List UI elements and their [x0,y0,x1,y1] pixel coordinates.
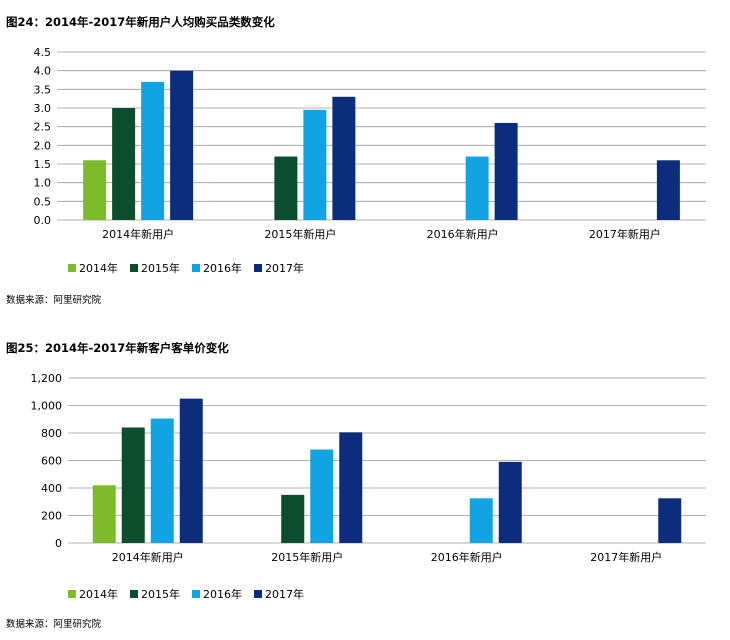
x-tick-label: 2014年新用户 [112,550,184,564]
data-source: 数据来源：阿里研究院 [6,295,102,306]
legend-swatch [192,590,200,598]
y-tick-label: 1.5 [34,158,52,171]
figure-25: 图25：2014年-2017年新客户客单价变化 0 200 400 600 800 1,0… [0,328,730,640]
bar-chart-order-value: 0 200 400 600 800 1,000 1,200 2014年新用户 2015年新用户 2… [31,372,706,564]
bar-2016年 [141,81,165,220]
y-tick-label: 400 [41,482,62,495]
y-tick-label: 4.5 [34,46,52,59]
y-tick-label: 1,000 [31,400,63,413]
y-tick-label: 0.5 [34,195,52,208]
bar-2017年 [656,160,680,220]
x-tick-label: 2015年新用户 [271,550,343,564]
bar-2016年 [465,156,489,220]
legend-swatch [130,264,138,272]
bar-2016年 [310,449,334,543]
legend-item: 2015年 [130,260,180,276]
y-tick-label: 1.0 [34,177,52,190]
bar-2017年 [498,461,522,543]
bar-2017年 [170,70,194,221]
y-tick-label: 4.0 [34,65,52,78]
y-tick-label: 2.5 [34,121,52,134]
bar-2017年 [179,398,203,543]
bar-2015年 [112,108,136,220]
legend-label: 2017年 [265,588,304,601]
chart-title: 图25：2014年-2017年新客户客单价变化 [6,341,229,355]
bar-2017年 [332,96,356,220]
legend-label: 2015年 [141,588,180,601]
bar-2015年 [121,427,145,543]
figure-24: 图24：2014年-2017年新用户人均购买品类数变化 0.0 0.5 1.0 1.5… [0,0,730,315]
chart-legend: 2014年 2015年 2016年 2017年 [68,260,304,276]
legend-item: 2017年 [254,260,304,276]
bar-2014年 [83,160,107,220]
bar-2017年 [658,498,682,543]
legend-label: 2014年 [79,262,118,275]
y-tick-label: 2.0 [34,139,52,152]
bar-2016年 [303,109,327,220]
x-tick-label: 2016年新用户 [431,550,503,564]
legend-item: 2014年 [68,586,118,602]
y-tick-label: 0.0 [34,214,52,227]
chart-title: 图24：2014年-2017年新用户人均购买品类数变化 [6,15,275,29]
chart-legend: 2014年 2015年 2016年 2017年 [68,586,304,602]
bar-2015年 [281,494,305,543]
x-tick-label: 2016年新用户 [427,227,499,240]
y-tick-label: 0 [55,537,62,550]
legend-swatch [254,264,262,272]
y-tick-label: 3.0 [34,102,52,115]
x-tick-label: 2014年新用户 [102,227,174,240]
y-tick-label: 800 [41,427,62,440]
legend-label: 2014年 [79,588,118,601]
bar-2017年 [339,432,363,543]
bar-chart-categories-per-user: 0.0 0.5 1.0 1.5 2.0 2.5 3.0 3.5 4.0 4.5 2014年新用户 20… [34,46,706,240]
data-source: 数据来源：阿里研究院 [6,619,102,630]
y-tick-label: 3.5 [34,83,52,96]
x-tick-label: 2015年新用户 [264,227,336,240]
legend-swatch [68,590,76,598]
legend-item: 2017年 [254,586,304,602]
bar-2016年 [469,498,493,543]
legend-swatch [130,590,138,598]
y-tick-label: 1,200 [31,372,63,385]
bar-2017年 [494,122,518,220]
bar-2015年 [274,156,298,220]
x-tick-label: 2017年新用户 [589,227,661,240]
y-tick-label: 200 [41,510,62,523]
legend-item: 2016年 [192,586,242,602]
legend-label: 2015年 [141,262,180,275]
legend-item: 2015年 [130,586,180,602]
y-tick-label: 600 [41,455,62,468]
legend-label: 2016年 [203,588,242,601]
legend-label: 2016年 [203,262,242,275]
legend-label: 2017年 [265,262,304,275]
bar-2016年 [150,418,174,543]
legend-swatch [254,590,262,598]
legend-swatch [68,264,76,272]
legend-item: 2014年 [68,260,118,276]
bar-2014年 [92,485,116,543]
x-tick-label: 2017年新用户 [590,550,662,564]
legend-item: 2016年 [192,260,242,276]
legend-swatch [192,264,200,272]
